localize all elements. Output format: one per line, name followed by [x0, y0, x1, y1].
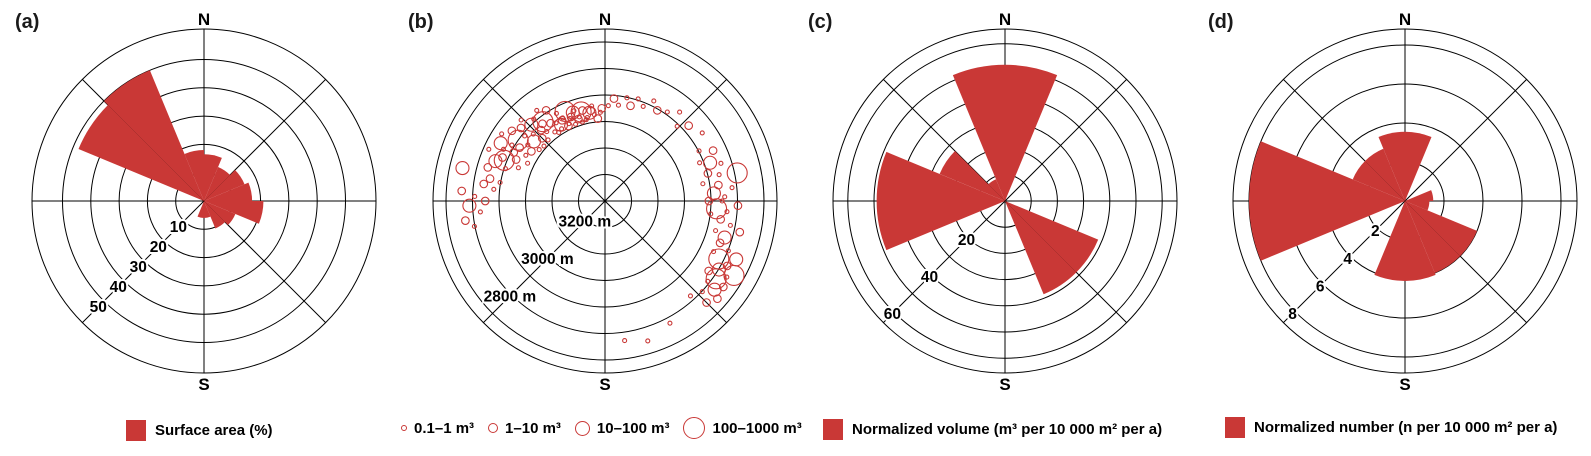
extra-large-circle-icon [683, 417, 706, 439]
svg-text:60: 60 [884, 306, 901, 323]
compass-labels: NS [599, 10, 611, 394]
scatter-points [455, 94, 748, 344]
legend-surface-area: Surface area (%) [126, 420, 273, 441]
rose-sectors [78, 70, 264, 229]
panel-letter-b: (b) [408, 11, 434, 33]
svg-text:20: 20 [150, 239, 167, 256]
size-class-label-2: 1–10 m³ [505, 419, 561, 437]
size-class-label-3: 10–100 m³ [596, 419, 670, 437]
size-class-item-2: 1–10 m³ [488, 420, 561, 437]
radial-tick-labels: 20 40 60 [882, 230, 977, 325]
compass-labels: NS [999, 10, 1011, 394]
svg-text:40: 40 [921, 269, 938, 286]
north-label: N [1399, 10, 1411, 29]
compass-labels: NS [198, 10, 210, 394]
legend-label-normalized-volume: Normalized volume (m³ per 10 000 m² per … [852, 421, 1163, 438]
legend-label-normalized-number: Normalized number (n per 10 000 m² per a… [1254, 419, 1558, 436]
svg-text:30: 30 [130, 259, 147, 276]
legend-normalized-number: Normalized number (n per 10 000 m² per a… [1225, 417, 1557, 438]
radial-tick-labels: 3200 m 3000 m 2800 m [482, 212, 614, 308]
north-label: N [999, 10, 1011, 29]
svg-text:2800 m: 2800 m [484, 289, 537, 306]
south-label: S [198, 375, 209, 394]
compass-labels: NS [1399, 10, 1411, 394]
size-class-label-1: 0.1–1 m³ [414, 419, 475, 437]
legend-volume-size-classes: 0.1–1 m³ 1–10 m³ 10–100 m³ 100–1000 m³ [401, 417, 802, 439]
red-square-swatch-icon [1225, 417, 1245, 438]
legend-normalized-volume: Normalized volume (m³ per 10 000 m² per … [823, 419, 1162, 440]
svg-text:40: 40 [110, 279, 127, 296]
south-label: S [599, 375, 610, 394]
svg-text:20: 20 [958, 232, 975, 249]
red-square-swatch-icon [126, 420, 146, 441]
svg-text:8: 8 [1288, 306, 1297, 323]
svg-text:2: 2 [1371, 223, 1380, 240]
small-circle-icon [401, 425, 407, 431]
size-class-label-4: 100–1000 m³ [712, 419, 802, 437]
svg-text:4: 4 [1343, 251, 1352, 268]
medium-circle-icon [488, 423, 499, 433]
south-label: S [1399, 375, 1410, 394]
svg-text:3000 m: 3000 m [521, 251, 574, 268]
radial-tick-labels: 2 4 6 8 [1286, 221, 1381, 325]
svg-text:3200 m: 3200 m [559, 214, 612, 231]
svg-text:10: 10 [170, 219, 187, 236]
rose-chart-surface-area: 10 20 30 40 50 N S [9, 0, 399, 402]
rose-sectors [1249, 131, 1478, 281]
size-class-item-1: 0.1–1 m³ [401, 420, 474, 437]
legend-label-surface-area: Surface area (%) [155, 422, 273, 439]
panel-letter-c: (c) [808, 11, 833, 33]
rose-chart-normalized-volume: 20 40 60 N S [810, 0, 1200, 402]
north-label: N [599, 10, 611, 29]
svg-text:50: 50 [90, 299, 107, 316]
panel-letter-d: (d) [1208, 11, 1234, 33]
large-circle-icon [574, 420, 590, 436]
grid-spokes [433, 29, 777, 373]
north-label: N [198, 10, 210, 29]
panel-letter-a: (a) [15, 11, 40, 33]
size-class-item-4: 100–1000 m³ [683, 417, 802, 439]
svg-text:6: 6 [1316, 278, 1325, 295]
size-class-item-3: 10–100 m³ [574, 419, 670, 437]
south-label: S [999, 375, 1010, 394]
red-square-swatch-icon [823, 419, 843, 440]
rose-sectors [876, 64, 1099, 295]
